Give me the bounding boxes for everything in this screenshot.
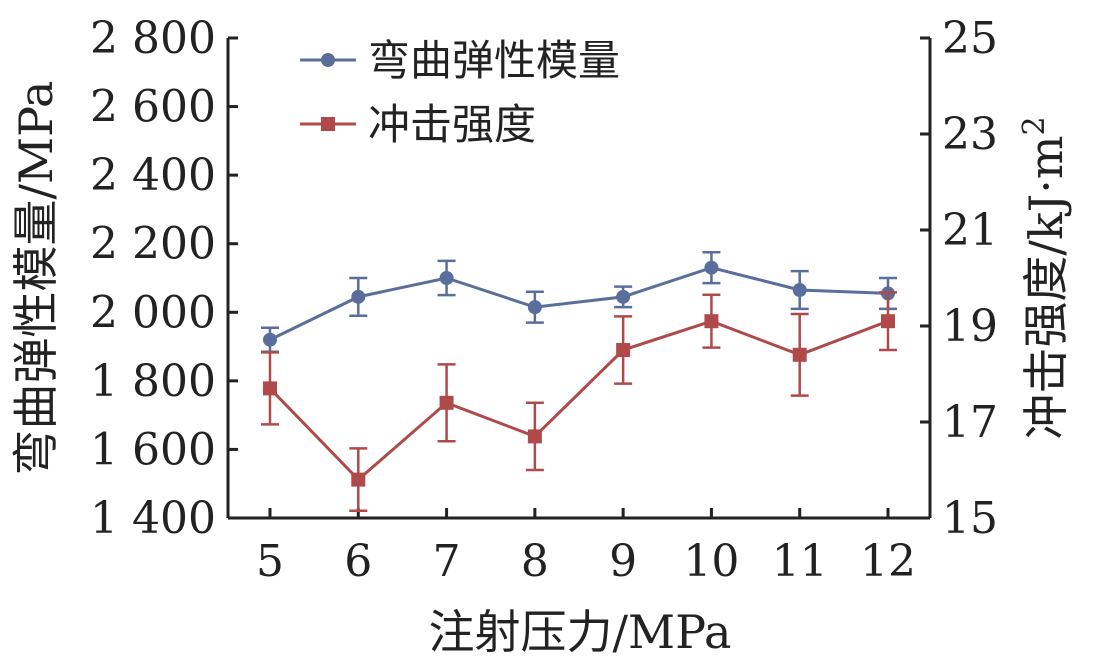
data-point — [527, 429, 542, 444]
series-layer — [261, 251, 897, 513]
legend-item-2: 冲击强度 — [300, 100, 536, 149]
y-left-tick-label: 1 800 — [90, 356, 216, 407]
y-right-tick-label: 15 — [942, 493, 998, 544]
y-right-tick-label: 19 — [942, 301, 998, 352]
y-left-tick-label: 2 200 — [90, 219, 216, 270]
y-right-axis-title: 冲击强度/kJ·m2 — [1017, 116, 1073, 439]
y-left-tick-label: 1 600 — [90, 424, 216, 475]
data-point — [704, 314, 719, 329]
series-line — [268, 319, 889, 482]
y-left-tick-labels: 1 400 1 600 1 800 2 000 2 200 2 400 2 600 2 800 — [90, 13, 216, 544]
y-right-tick-label: 21 — [942, 205, 998, 256]
x-tick-label: 8 — [521, 536, 549, 587]
y-left-tick-label: 2 400 — [90, 150, 216, 201]
x-tick-label: 5 — [256, 536, 284, 587]
x-tick-labels: 5 6 7 8 9 10 11 12 — [256, 536, 916, 587]
data-point — [263, 332, 277, 347]
series-1 — [261, 251, 897, 353]
y-left-tick-label: 2 600 — [90, 82, 216, 133]
legend-label: 冲击强度 — [368, 100, 536, 149]
x-tick-label: 6 — [344, 536, 372, 587]
data-point — [704, 260, 719, 275]
x-tick-label: 10 — [683, 536, 739, 587]
data-point — [263, 381, 277, 396]
y-right-tick-label: 17 — [942, 397, 998, 448]
data-point — [439, 395, 454, 410]
data-point — [351, 472, 366, 487]
y-left-tick-label: 1 400 — [90, 493, 216, 544]
y-left-axis-title: 弯曲弹性模量/MPa — [9, 81, 63, 476]
x-tick-label: 11 — [772, 536, 828, 587]
data-point — [616, 343, 631, 357]
x-tick-label: 12 — [860, 536, 916, 587]
y-left-tick-label: 2 800 — [90, 13, 216, 64]
y-right-tick-labels: 15 17 19 21 23 25 — [942, 13, 998, 544]
y-right-tick-label: 23 — [942, 109, 998, 160]
data-point — [616, 289, 631, 304]
y-right-tick-label: 25 — [942, 13, 998, 64]
data-point — [439, 271, 454, 285]
y-left-tick-label: 2 000 — [90, 287, 216, 338]
x-tick-label: 9 — [609, 536, 637, 587]
x-tick-label: 7 — [433, 536, 461, 587]
data-point — [351, 289, 366, 304]
data-point — [527, 300, 542, 315]
data-point — [881, 314, 895, 329]
series-line — [269, 266, 889, 342]
axis-ticks — [228, 36, 930, 520]
legend-marker — [321, 53, 335, 67]
legend-label: 弯曲弹性模量 — [368, 36, 620, 85]
y-right-axis-title-main: 冲击强度/kJ·m — [1019, 136, 1073, 440]
series-2 — [261, 291, 897, 513]
legend-item-1: 弯曲弹性模量 — [300, 36, 620, 85]
data-point — [792, 347, 807, 362]
data-point — [792, 283, 807, 297]
legend-marker — [321, 117, 335, 131]
x-axis-title: 注射压力/MPa — [429, 605, 732, 659]
axes — [226, 38, 932, 520]
y-right-axis-title-sup: 2 — [1017, 116, 1052, 135]
